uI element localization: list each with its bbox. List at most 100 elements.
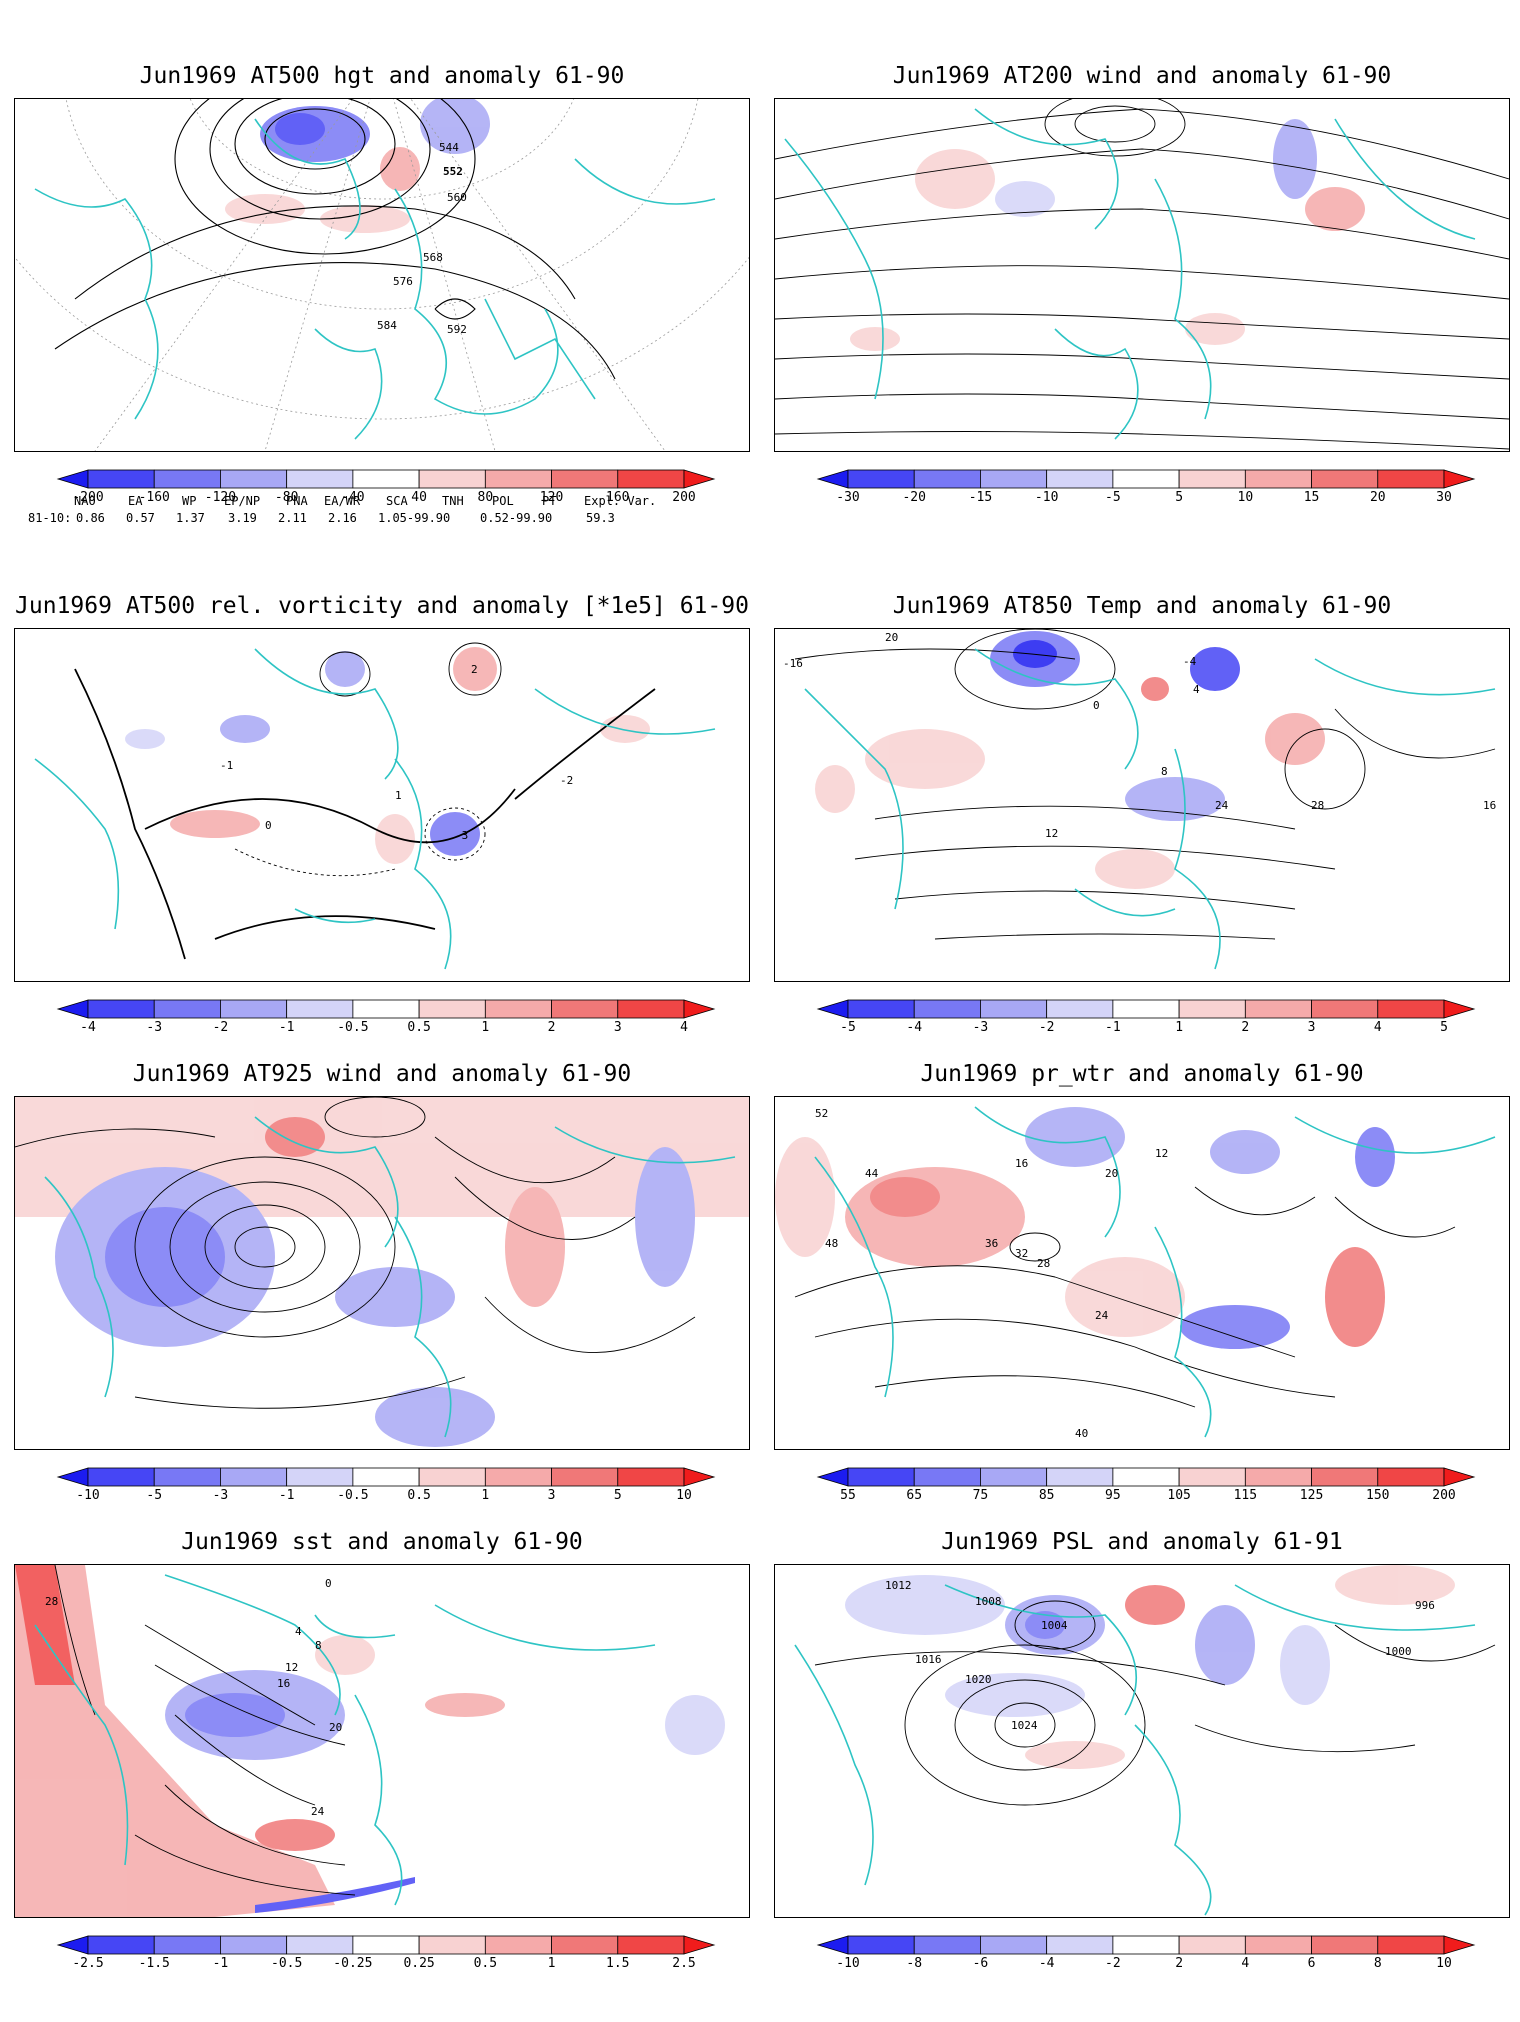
height-contours — [54, 99, 616, 380]
colorbar-bin — [1112, 1467, 1180, 1487]
colorbar-tick: -3 — [146, 1020, 163, 1035]
colorbar-tick: -2.5 — [72, 1956, 104, 1971]
map-plot: 544 552 560 568 576 584 592 — [14, 98, 750, 452]
contour-label: 1024 — [1011, 1719, 1038, 1732]
colorbar-tick: -3 — [212, 1488, 229, 1503]
index-header: PT — [542, 494, 557, 508]
colorbar-bin — [1311, 999, 1379, 1019]
index-header: TNH — [442, 494, 464, 508]
anomaly-shading — [125, 647, 650, 864]
colorbar-tick: -0.5 — [271, 1956, 303, 1971]
colorbar-bin — [484, 999, 552, 1019]
colorbar-ticks: -5 -4 -3 -2 -1 1 2 3 4 5 — [818, 1020, 1474, 1038]
colorbar-bin — [1046, 469, 1114, 489]
index-header: PNA — [286, 494, 308, 508]
colorbar-bin — [220, 469, 288, 489]
streamlines — [15, 1097, 696, 1409]
colorbar-bin — [913, 999, 981, 1019]
map-svg: 1012 1008 1004 1016 1020 1024 1000 996 — [794, 1565, 1496, 1916]
panel-at200-wind: Jun1969 AT200 wind and anomaly 61-90 — [774, 56, 1510, 556]
colorbar-bin — [1112, 469, 1180, 489]
index-row-label: 81-10: — [28, 511, 72, 525]
colorbar-bin — [418, 1935, 486, 1955]
anomaly-shading — [15, 1097, 749, 1447]
colorbar-tick: 5 — [1175, 490, 1184, 505]
contour-label: 4 — [295, 1625, 302, 1638]
index-value: 2.11 — [278, 511, 307, 525]
colorbar — [816, 1467, 1476, 1487]
colorbar-bin — [153, 1935, 221, 1955]
index-header-row: NAO EA WP EP/NP PNA EA/WR SCA TNH POL PT… — [28, 494, 668, 511]
contour-label: 1008 — [975, 1595, 1002, 1608]
colorbar-tick: 1.5 — [606, 1956, 630, 1971]
colorbar-tick: 20 — [1369, 490, 1386, 505]
colorbar-tick: -1 — [1105, 1020, 1121, 1035]
colorbar-tick: -2 — [1105, 1956, 1121, 1971]
colorbar-bin — [1244, 999, 1312, 1019]
contour-label: 24 — [311, 1805, 325, 1818]
coastlines — [34, 118, 716, 440]
map-svg — [15, 1097, 749, 1447]
colorbar-tick: -20 — [902, 490, 926, 505]
colorbar-tick: 4 — [1241, 1956, 1250, 1971]
colorbar-tick: 120 — [539, 490, 564, 505]
colorbar-bin — [1311, 1935, 1379, 1955]
colorbar-bin — [153, 469, 221, 489]
map-svg: 28 24 20 16 12 8 4 0 — [15, 1565, 725, 1917]
colorbar-bin — [220, 999, 288, 1019]
map-plot: 1012 1008 1004 1016 1020 1024 1000 996 — [774, 1564, 1510, 1918]
colorbar-tick: 8 — [1373, 1956, 1382, 1971]
colorbar-tick: -0.5 — [337, 1488, 369, 1503]
colorbar-tick: -160 — [138, 490, 170, 505]
contour-label: 28 — [1037, 1257, 1050, 1270]
index-value: 59.3 — [586, 511, 615, 525]
colorbar-tick: 3 — [613, 1020, 622, 1035]
anomaly-shading — [775, 1107, 1395, 1349]
colorbar-tick: -10 — [1034, 490, 1059, 505]
colorbar-tick: 55 — [840, 1488, 856, 1503]
colorbar-bin — [220, 1467, 288, 1487]
colorbar-bin — [286, 999, 354, 1019]
panel-title: Jun1969 sst and anomaly 61-90 — [181, 1529, 583, 1555]
colorbar-bin — [1244, 469, 1312, 489]
colorbar-bin — [153, 999, 221, 1019]
contour-label: 8 — [1161, 765, 1168, 778]
map-svg — [775, 99, 1509, 450]
colorbar-bin — [352, 999, 420, 1019]
colorbar-bin — [980, 1935, 1048, 1955]
colorbar-bin — [1377, 1467, 1445, 1487]
panel-title: Jun1969 AT500 hgt and anomaly 61-90 — [139, 63, 625, 89]
colorbar-bin — [816, 1467, 849, 1487]
colorbar-tick: -200 — [72, 490, 104, 505]
colorbar-bin — [220, 1935, 288, 1955]
colorbar-tick: -3 — [972, 1020, 989, 1035]
contour-label: 36 — [985, 1237, 998, 1250]
contour-label: 1016 — [915, 1653, 942, 1666]
panel-title: Jun1969 PSL and anomaly 61-91 — [941, 1529, 1343, 1555]
teleconnection-index-table: NAO EA WP EP/NP PNA EA/WR SCA TNH POL PT… — [28, 494, 668, 528]
colorbar-tick: 85 — [1038, 1488, 1055, 1503]
colorbar-tick: -1 — [278, 1020, 295, 1035]
colorbar-tick: 5 — [613, 1488, 622, 1503]
colorbar-tick: 40 — [411, 490, 427, 505]
colorbar-bin — [87, 1935, 155, 1955]
coastlines — [804, 648, 1496, 970]
colorbar-tick: 1 — [547, 1956, 556, 1971]
contour-label: 16 — [1483, 799, 1496, 812]
colorbar-bin — [980, 999, 1048, 1019]
contour-label: 584 — [377, 319, 397, 332]
colorbar-bin — [980, 1467, 1048, 1487]
contour-label: 1012 — [885, 1579, 912, 1592]
colorbar-bin — [56, 1467, 89, 1487]
temperature-contours — [794, 629, 1496, 940]
map-svg: 52 44 48 36 32 28 24 20 16 12 40 — [775, 1106, 1496, 1440]
colorbar-tick: 3 — [547, 1488, 556, 1503]
colorbar-tick: 4 — [680, 1020, 688, 1035]
contour-label: 24 — [1095, 1309, 1109, 1322]
colorbar-tick: 10 — [1237, 490, 1254, 505]
colorbar-tick: 2 — [1175, 1956, 1184, 1971]
coastlines — [784, 108, 1476, 440]
colorbar-tick: -4 — [1038, 1956, 1055, 1971]
colorbar — [56, 469, 716, 489]
contour-label: -3 — [455, 829, 468, 842]
